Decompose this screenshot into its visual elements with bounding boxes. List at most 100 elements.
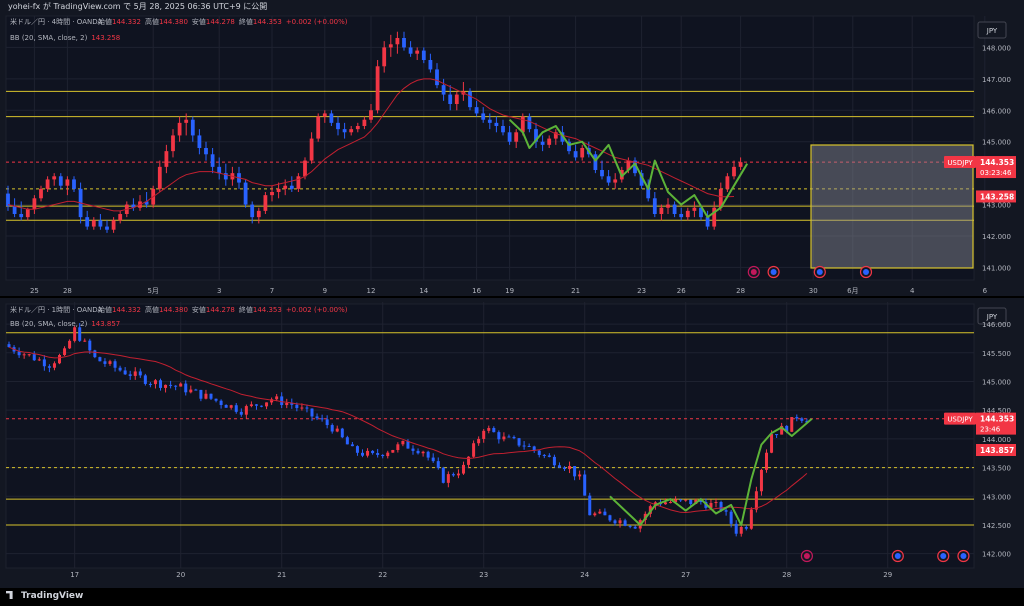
c1-candle-body	[204, 148, 208, 155]
c2-y-tick: 142.500	[982, 522, 1011, 530]
c2-candle-body	[204, 393, 208, 399]
c1-candle-body	[375, 66, 380, 111]
c2-candle-body	[315, 416, 319, 419]
c2-candle-body	[563, 467, 566, 470]
c1-candle-body	[593, 154, 598, 170]
chart-4h-currency-button[interactable]	[977, 21, 1007, 39]
c1-candle-body	[131, 204, 136, 208]
c2-event-flag-icon[interactable]	[937, 549, 950, 563]
c1-event-flag-icon[interactable]	[767, 265, 780, 279]
c1-candle-body	[685, 210, 690, 218]
c2-x-tick: 21	[277, 571, 286, 579]
c2-candle-body	[699, 499, 703, 503]
c2-candle-body	[265, 402, 269, 407]
c2-candle-body	[669, 502, 673, 504]
c2-candle-body	[335, 428, 339, 432]
c1-candle-body	[39, 188, 43, 199]
c1-x-tick: 9	[323, 287, 327, 295]
c2-candle-body	[431, 457, 435, 462]
c1-candle-body	[718, 188, 723, 208]
c1-x-tick: 7	[270, 287, 274, 295]
c2-candle-body	[148, 383, 152, 385]
c2-event-flag-icon[interactable]	[891, 549, 904, 563]
c1-zigzag-line[interactable]	[508, 118, 749, 219]
c1-x-tick: 28	[736, 287, 745, 295]
c1-event-lightning-icon[interactable]	[747, 265, 760, 279]
c2-candle-body	[199, 389, 203, 399]
c2-candle-body	[588, 495, 592, 516]
c1-x-tick: 12	[367, 287, 376, 295]
c1-candle-body	[283, 185, 288, 189]
c1-candle-body	[474, 107, 479, 114]
c1-candle-body	[45, 179, 50, 189]
c2-candle-body	[22, 354, 26, 356]
c1-event-flag-icon[interactable]	[813, 265, 826, 279]
c1-event-icon-core	[816, 269, 823, 275]
c2-candle-body	[749, 509, 753, 529]
chart-4h-low-value: 144.278	[206, 18, 235, 26]
c1-candle-body	[494, 122, 499, 126]
c2-candle-body	[482, 430, 486, 439]
c2-candle-body	[275, 396, 279, 400]
c2-candle-body	[396, 444, 400, 450]
c2-candle-body	[633, 526, 637, 529]
c2-candle-body	[189, 389, 193, 393]
c1-candle-body	[600, 170, 604, 177]
c1-x-tick: 6	[983, 287, 988, 295]
c2-candle-body	[583, 474, 587, 496]
c1-candle-body	[157, 166, 162, 189]
c2-candle-body	[542, 454, 546, 456]
chart-1h-bb-legend-value: 143.857	[91, 320, 120, 328]
c1-candle-body	[25, 209, 30, 218]
c2-candle-body	[618, 520, 622, 524]
c1-candle-body	[626, 160, 631, 170]
c1-candle-body	[243, 182, 248, 205]
c2-candle-body	[239, 411, 243, 415]
tradingview-logo-text: TradingView	[21, 591, 84, 601]
chart-1h-currency-button[interactable]	[977, 307, 1007, 325]
c1-candle-body	[342, 129, 347, 133]
c1-event-flag-icon[interactable]	[859, 265, 873, 279]
c1-x-tick: 3	[217, 287, 221, 295]
chart-4h-symbol-line: 米ドル／円 · 4時間 · OANDA	[10, 17, 102, 26]
c2-y-tick: 144.500	[982, 407, 1011, 415]
c2-candle-body	[138, 371, 142, 376]
c1-price-tag-countdown: 03:23:46	[980, 169, 1012, 177]
c2-zigzag-line[interactable]	[609, 418, 813, 526]
c2-candle-body	[270, 399, 274, 403]
c2-candle-body	[179, 383, 183, 387]
tradingview-logo[interactable]: TradingView	[6, 591, 83, 601]
c2-event-lightning-icon[interactable]	[800, 549, 814, 563]
c1-candle-body	[705, 217, 710, 227]
c1-candle-body	[32, 198, 37, 210]
c2-candle-body	[517, 438, 521, 446]
chart-4h-projection-box[interactable]	[810, 144, 974, 269]
footer: TradingView	[0, 588, 1024, 606]
c2-candle-body	[7, 344, 11, 348]
chart-4h[interactable]: 米ドル／円 · 4時間 · OANDA 始値144.332 高値144.380 安値…	[0, 12, 1024, 296]
c2-event-flag-icon[interactable]	[957, 549, 970, 563]
c1-price-tag-symbol-bg	[944, 156, 976, 169]
chart-4h-low-label: 安値	[192, 17, 206, 26]
chart-4h-open-value: 144.332	[112, 18, 141, 26]
c1-candle-body	[309, 138, 314, 161]
c2-candle-body	[426, 451, 430, 458]
c2-candle-body	[709, 503, 713, 508]
c2-candle-body	[593, 513, 597, 516]
c1-candle-body	[52, 176, 57, 180]
c2-candle-body	[770, 434, 774, 453]
c2-candle-body	[477, 438, 481, 444]
c1-candle-body	[256, 210, 261, 218]
c2-candle-body	[537, 450, 541, 455]
c2-candle-body	[446, 474, 450, 483]
chart-4h-ohlc-line: 始値144.332 高値144.380 安値144.278 終値144.353 +0.0…	[98, 17, 348, 26]
c1-candle-body	[534, 129, 538, 142]
c2-candle-body	[568, 465, 572, 470]
c1-candle-body	[738, 162, 743, 167]
c1-event-icon-core	[863, 269, 869, 275]
c2-candle-body	[598, 511, 602, 514]
chart-1h[interactable]: 米ドル／円 · 1時間 · OANDA 始値144.332 高値144.380 安値…	[0, 298, 1024, 588]
c2-y-tick: 142.000	[982, 551, 1011, 559]
chart-1h-high-label: 高値	[145, 305, 159, 314]
chart-4h-close-value: 144.353	[253, 18, 282, 26]
